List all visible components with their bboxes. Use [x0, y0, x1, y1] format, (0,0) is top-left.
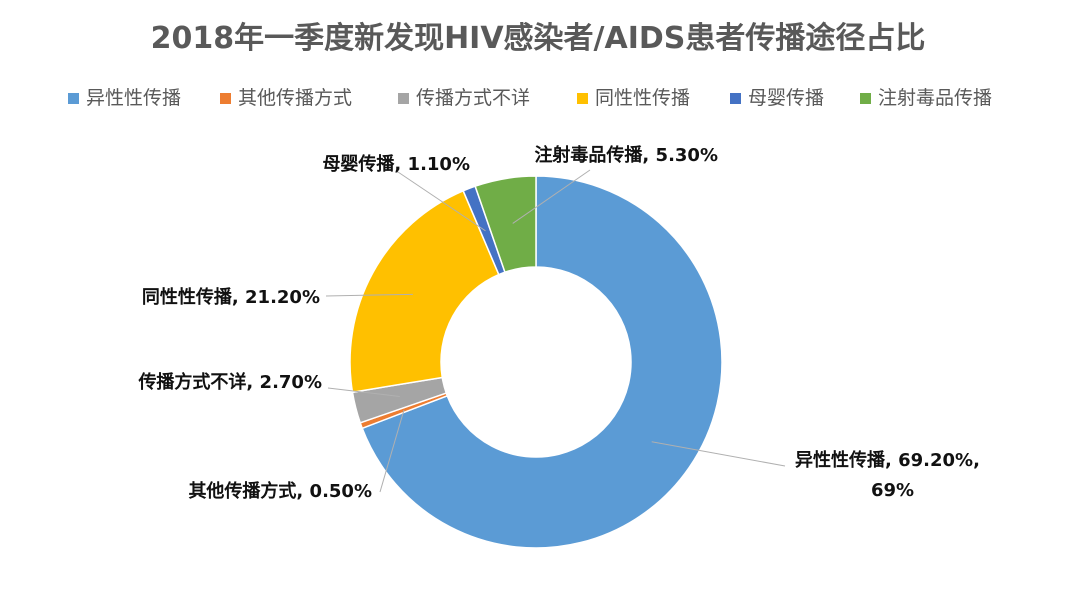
donut-slice — [349, 189, 500, 394]
chart-title: 2018年一季度新发现HIV感染者/AIDS患者传播途径占比 — [151, 21, 926, 56]
legend-item: 同性性传播 — [577, 87, 690, 109]
data-label: 传播方式不详, 2.70% — [137, 371, 322, 393]
leader-line — [512, 169, 591, 224]
legend-label: 传播方式不详 — [416, 87, 530, 109]
data-labels: 异性性传播, 69.20%, 69% 其他传播方式, 0.50% 传播方式不详, 2.… — [137, 144, 979, 502]
legend-swatch — [577, 93, 588, 104]
leader-lines — [325, 169, 786, 493]
legend-swatch — [68, 93, 79, 104]
legend-item: 异性性传播 — [68, 87, 181, 109]
leader-line — [379, 409, 405, 493]
data-label-line2: 69% — [871, 480, 914, 501]
donut-slices — [349, 175, 723, 549]
legend-label: 其他传播方式 — [238, 87, 352, 109]
legend-swatch — [730, 93, 741, 104]
leader-line — [327, 387, 400, 398]
legend-label: 同性性传播 — [595, 87, 690, 109]
legend-item: 母婴传播 — [730, 87, 824, 109]
legend-swatch — [860, 93, 871, 104]
leader-line — [397, 171, 486, 232]
leader-line — [651, 441, 786, 467]
legend: 异性性传播 其他传播方式 传播方式不详 同性性传播 母婴传播 注射毒品传播 — [68, 87, 992, 109]
data-label: 其他传播方式, 0.50% — [188, 480, 372, 502]
data-label: 同性性传播, 21.20% — [142, 286, 320, 308]
donut-slice — [361, 175, 723, 549]
donut-slice — [474, 175, 537, 274]
legend-label: 注射毒品传播 — [878, 87, 992, 109]
data-label: 异性性传播, 69.20%, — [795, 449, 980, 471]
leader-line — [325, 293, 413, 297]
legend-item: 传播方式不详 — [398, 87, 530, 109]
data-label: 母婴传播, 1.10% — [322, 153, 470, 175]
legend-item: 其他传播方式 — [220, 87, 352, 109]
legend-label: 异性性传播 — [86, 87, 181, 109]
legend-label: 母婴传播 — [748, 87, 824, 109]
data-label: 注射毒品传播, 5.30% — [534, 144, 718, 166]
legend-item: 注射毒品传播 — [860, 87, 992, 109]
legend-swatch — [220, 93, 231, 104]
legend-swatch — [398, 93, 409, 104]
